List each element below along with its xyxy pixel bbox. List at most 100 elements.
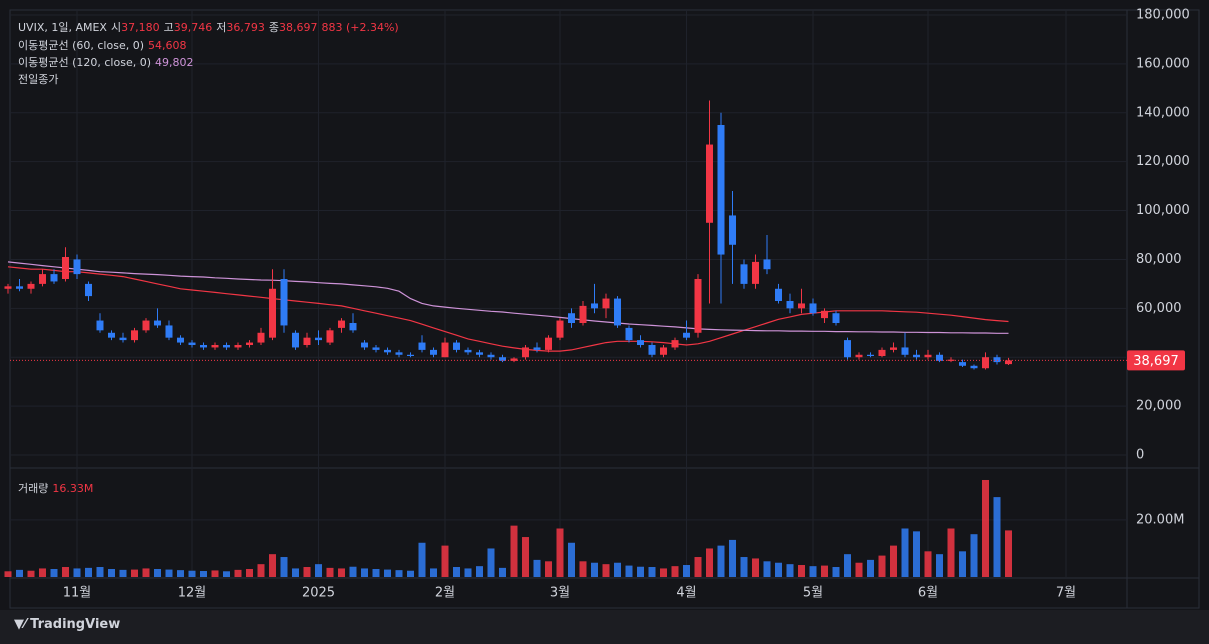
candle-body [625, 327, 633, 341]
candle-body [717, 125, 725, 255]
y-tick-label: 60,000 [1136, 301, 1182, 316]
candle-body [361, 342, 368, 348]
candle-body [614, 298, 621, 326]
volume-bar [395, 570, 403, 577]
candle-body [119, 337, 127, 341]
volume-bar [936, 554, 943, 577]
change-value: 883 (+2.34%) [321, 21, 399, 34]
high-label: 고 [163, 21, 174, 34]
volume-bar [303, 567, 311, 577]
volume-bar [234, 569, 242, 577]
candle-body [775, 288, 782, 301]
brand-logo[interactable]: ▼⁄ TradingView [14, 617, 121, 632]
symbol: UVIX, 1일, AMEX [18, 21, 107, 34]
candle-body [418, 342, 426, 350]
volume-bar [1005, 530, 1012, 577]
candle-body [165, 325, 173, 338]
candle-body [430, 349, 437, 355]
candle-body [890, 347, 897, 350]
volume-bar [982, 479, 989, 577]
volume-bar [407, 570, 414, 577]
candle-body [303, 337, 311, 345]
moving-average-line [7, 261, 1009, 334]
volume-bar [821, 565, 828, 577]
volume-bar [855, 562, 863, 577]
volume-bar [499, 567, 506, 577]
candle-body [786, 301, 794, 309]
candle-body [522, 347, 529, 358]
candle-body [280, 279, 288, 326]
candle-body [4, 286, 12, 289]
volume-bar [280, 557, 288, 577]
candle-body [637, 340, 644, 345]
x-tick-label: 12월 [178, 586, 207, 601]
volume-bar [62, 567, 69, 577]
candle-body [878, 349, 886, 356]
candle-body [706, 144, 713, 223]
volume-bar [372, 569, 380, 577]
candle-body [407, 354, 414, 356]
volume-bar [487, 548, 495, 577]
candle-body [384, 349, 391, 353]
candle-body [844, 340, 851, 358]
volume-bar [798, 565, 805, 577]
candle-body [740, 264, 748, 284]
candle-body [246, 342, 253, 345]
candle-body [568, 313, 575, 323]
candle-body [947, 359, 955, 361]
volume-bar [464, 568, 472, 577]
candle-body [1005, 360, 1012, 365]
candle-body [901, 347, 909, 355]
candle-body [142, 320, 150, 331]
candle-body [867, 354, 874, 356]
candle-body [292, 332, 299, 348]
y-tick-label: 80,000 [1136, 252, 1182, 267]
candle-body [855, 354, 863, 358]
candle-body [970, 365, 978, 369]
volume-bar [671, 566, 679, 577]
x-tick-label: 3월 [550, 586, 570, 601]
volume-bar [947, 528, 955, 577]
volume-bar [326, 567, 334, 577]
moving-average-line [7, 266, 1009, 352]
volume-bar [867, 559, 874, 577]
x-tick-label: 7월 [1056, 586, 1076, 601]
y-tick-label: 0 [1136, 448, 1144, 463]
volume-bar [108, 569, 115, 577]
candle-body [27, 283, 35, 289]
ma60-value: 54,608 [148, 39, 187, 52]
volume-bar [648, 567, 656, 577]
volume-tick-label: 20.00M [1136, 512, 1184, 527]
volume-bar [96, 567, 104, 577]
candle-body [683, 332, 690, 338]
candle-body [579, 305, 587, 323]
ma60-legend: 이동평균선 (60, close, 0) 54,608 [18, 37, 191, 53]
volume-bar [476, 566, 483, 577]
candle-body [269, 288, 276, 338]
candle-body [982, 357, 989, 369]
last-price-label: 38,697 [1133, 354, 1179, 369]
candle-body [85, 283, 92, 297]
volume-bar [637, 566, 644, 577]
volume-bar [177, 570, 184, 577]
candle-body [476, 352, 483, 355]
volume-bar [269, 554, 276, 577]
volume-bar [533, 559, 541, 577]
candle-body [73, 259, 81, 275]
candle-body [39, 274, 46, 284]
volume-bar [154, 569, 161, 577]
volume-bar [763, 561, 771, 577]
volume-bar [729, 539, 736, 577]
low-label: 저 [216, 21, 227, 34]
volume-bar [717, 545, 725, 577]
volume-bar [338, 568, 345, 577]
candle-body [211, 345, 219, 348]
volume-bar [878, 555, 886, 577]
candle-body [395, 352, 403, 355]
volume-bar [591, 562, 598, 577]
ohlc-legend: UVIX, 1일, AMEX 시37,180 고39,746 저36,793 종38,6… [18, 19, 403, 35]
volume-bar [4, 571, 12, 577]
volume-bar [740, 557, 748, 577]
